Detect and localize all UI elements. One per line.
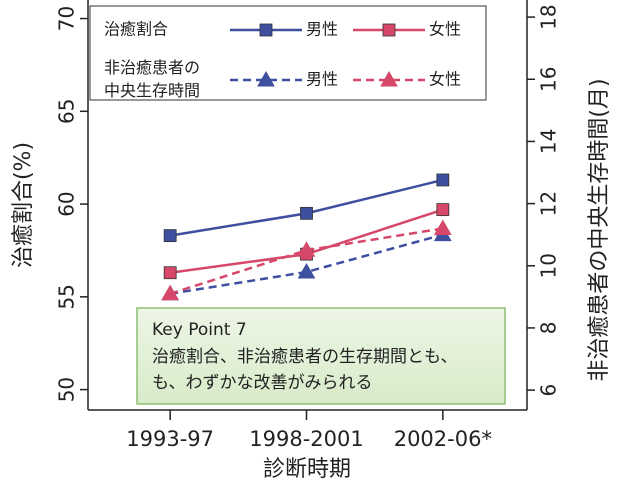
marker (161, 284, 180, 301)
legend-marker (382, 23, 396, 37)
y2-tick-label: 18 (537, 4, 561, 29)
y-tick-label: 70 (55, 6, 79, 31)
marker (163, 229, 177, 243)
y2-tick-label: 6 (537, 384, 561, 397)
series-line (169, 233, 444, 295)
marker (436, 173, 450, 187)
annotation-text: も、わずかな改善がみられる (152, 373, 373, 393)
legend-label: 男性 (306, 20, 338, 39)
x-axis-label: 診断時期 (263, 457, 351, 482)
legend-marker (259, 23, 273, 37)
marker (436, 203, 450, 217)
legend-marker (380, 70, 398, 87)
y2-tick-label: 14 (537, 129, 561, 154)
legend-box (89, 5, 487, 101)
y-tick-label: 60 (55, 191, 79, 216)
marker (300, 206, 313, 220)
legend-group-title: 非治癒患者の (104, 58, 200, 77)
marker (297, 241, 316, 257)
y2-tick-label: 12 (537, 191, 561, 216)
y2-tick-label: 8 (537, 322, 561, 335)
legend-marker (257, 70, 275, 87)
plot: 50 55 60 65 70 6 8 10 12 14 16 18 1993-97 1998-2001 20… (55, 4, 561, 451)
y-tick-label: 65 (55, 99, 79, 124)
x-tick-label: 2002-06* (394, 427, 492, 451)
y2-tick-label: 16 (537, 67, 561, 92)
y2-axis-label: 非治癒患者の中央生存時間(月) (587, 78, 612, 381)
y-tick-label: 55 (55, 284, 79, 309)
legend-label: 女性 (429, 20, 461, 39)
marker (297, 262, 316, 279)
series-line (169, 227, 444, 295)
annotation-text: 治癒割合、非治癒患者の生存期間とも、 (152, 347, 458, 367)
legend-label: 女性 (429, 70, 461, 89)
marker (433, 219, 452, 235)
marker (163, 266, 177, 280)
annotation-title: Key Point 7 (152, 320, 247, 340)
y-tick-label: 50 (55, 377, 79, 402)
y-axis-label: 治癒割合(%) (11, 142, 36, 268)
x-tick-label: 1993-97 (126, 427, 214, 451)
x-tick-label: 1998-2001 (249, 427, 363, 451)
legend-label: 男性 (306, 70, 338, 89)
legend-group-title: 中央生存時間 (104, 81, 200, 100)
annotation-box (136, 307, 506, 405)
legend-group-title: 治癒割合 (104, 20, 168, 39)
y2-tick-label: 10 (537, 253, 561, 278)
